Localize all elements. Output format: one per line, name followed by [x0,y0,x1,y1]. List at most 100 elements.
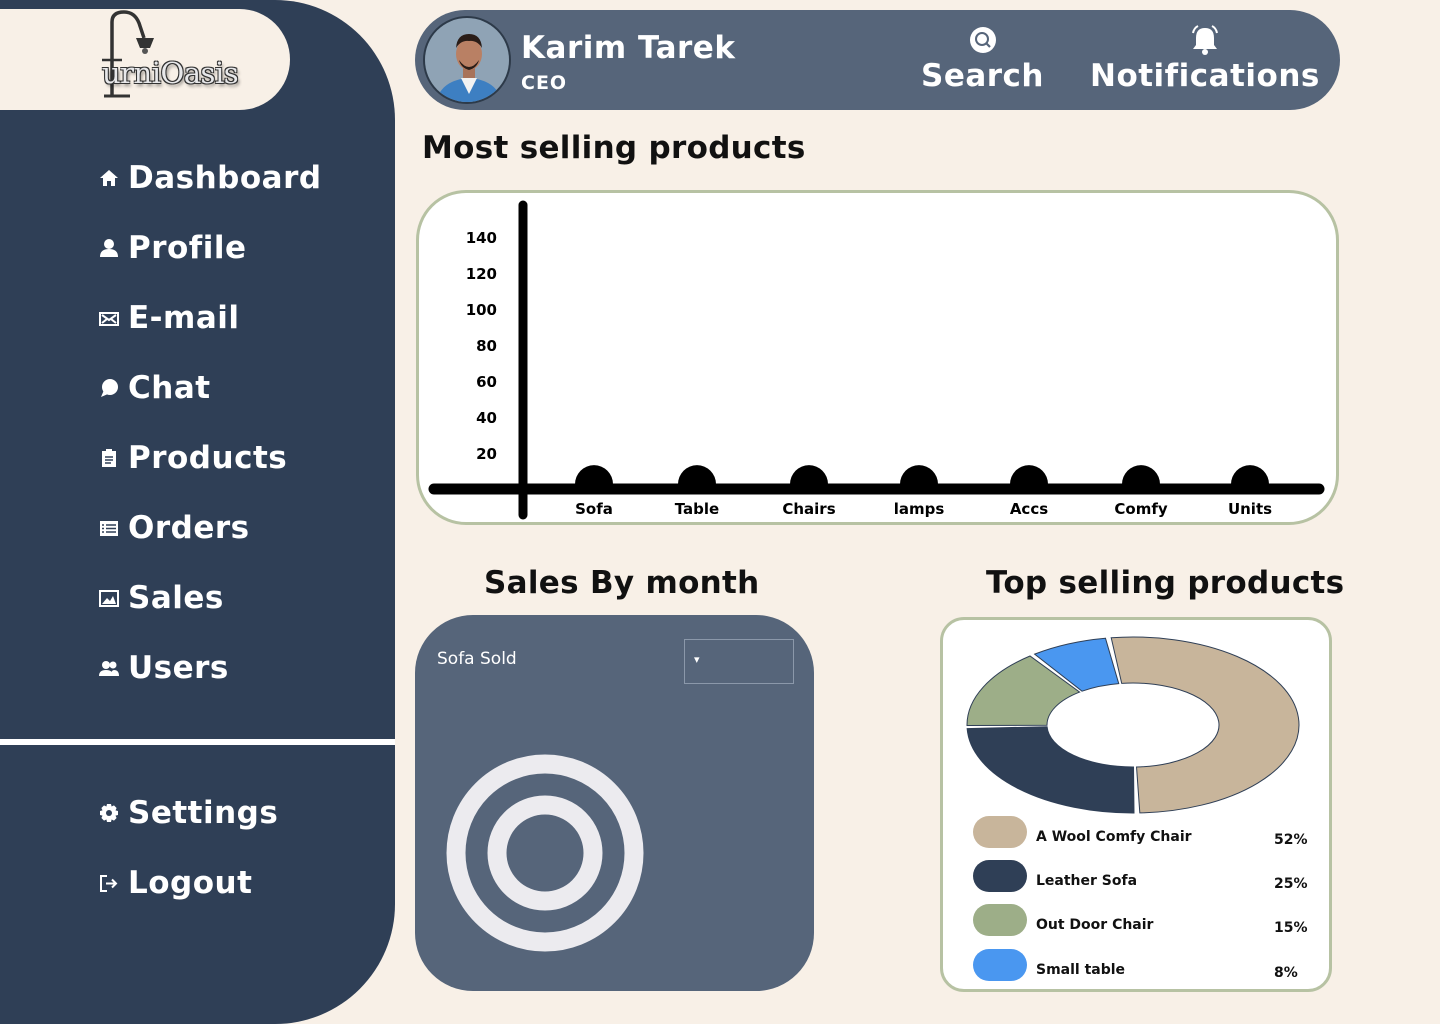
users-icon [98,657,120,679]
y-tick-label: 80 [476,337,497,355]
mail-icon [98,307,120,329]
legend-value: 52% [1274,832,1308,848]
x-tick-label: Sofa [575,500,613,518]
clipboard-icon [98,447,120,469]
sidebar-item-label: Logout [128,865,253,901]
bar[interactable] [790,465,828,489]
legend-swatch [973,860,1027,892]
y-tick-label: 20 [476,445,497,463]
donut-slice[interactable] [966,655,1081,727]
sidebar-item-profile[interactable]: Profile [98,226,247,270]
sidebar: urniOasis Dashboard Profile E-mail Chat … [0,0,395,1024]
chat-icon [98,377,120,399]
sidebar-item-label: Products [128,440,288,476]
sidebar-item-logout[interactable]: Logout [98,861,252,905]
bar[interactable] [1231,465,1269,489]
donut-slice[interactable] [1033,637,1120,692]
search-button[interactable]: Search [921,24,1044,94]
sidebar-item-email[interactable]: E-mail [98,296,240,340]
sidebar-item-orders[interactable]: Orders [98,506,250,550]
legend-label: Small table [1036,962,1126,978]
legend-swatch [973,904,1027,936]
sidebar-item-chat[interactable]: Chat [98,366,211,410]
most-selling-bar-chart: 20 40 60 80 100 120 140 Sofa Table Chairs lamps Acc… [428,200,1325,520]
sidebar-item-dashboard[interactable]: Dashboard [98,156,322,200]
search-icon [969,27,996,53]
donut-slice[interactable] [1110,636,1300,814]
legend-item: A Wool Comfy Chair 52% [973,816,1313,848]
top-selling-chart-card: A Wool Comfy Chair 52% Leather Sofa 25% … [940,617,1332,992]
sidebar-item-sales[interactable]: Sales [98,576,224,620]
legend-swatch [973,816,1027,848]
lamp-logo-icon [102,10,154,98]
x-tick-label: Units [1228,500,1272,518]
legend-value: 8% [1274,965,1298,981]
notifications-label: Notifications [1090,58,1320,94]
x-tick-label: Chairs [782,500,835,518]
user-icon [98,237,120,259]
legend-value: 25% [1274,876,1308,892]
brand-name: urniOasis [102,56,239,90]
legend-label: A Wool Comfy Chair [1036,829,1192,845]
sidebar-item-label: Orders [128,510,250,546]
bar[interactable] [1010,465,1048,489]
bar[interactable] [575,465,613,489]
x-tick-label: Table [675,500,719,518]
avatar-photo-icon [425,18,509,102]
list-icon [98,517,120,539]
y-tick-label: 40 [476,409,497,427]
brand-logo[interactable]: urniOasis [100,8,280,103]
user-name: Karim Tarek [521,30,736,66]
notifications-button[interactable]: Notifications [1090,24,1320,94]
legend-label: Out Door Chair [1036,917,1154,933]
x-tick-label: Accs [1010,500,1048,518]
legend-item: Small table 8% [973,949,1313,981]
logo-container [0,9,290,110]
avatar[interactable] [423,16,511,104]
top-selling-donut-chart [966,636,1300,814]
sidebar-item-label: E-mail [128,300,240,336]
sales-metric-label: Sofa Sold [437,649,517,669]
legend-swatch [973,949,1027,981]
sidebar-item-settings[interactable]: Settings [98,791,278,835]
x-tick-label: lamps [894,500,945,518]
legend-label: Leather Sofa [1036,873,1138,889]
sidebar-item-products[interactable]: Products [98,436,287,480]
most-selling-title: Most selling products [422,130,806,166]
image-icon [98,587,120,609]
sidebar-item-label: Sales [128,580,224,616]
home-icon [98,167,120,189]
bell-icon [1191,25,1218,55]
top-header: Karim Tarek CEO Search Notifications [415,10,1340,110]
y-tick-label: 120 [466,265,497,283]
legend-value: 15% [1274,920,1308,936]
sales-rings-graphic [446,754,644,952]
y-tick-label: 60 [476,373,497,391]
x-tick-label: Comfy [1114,500,1167,518]
bar[interactable] [1122,465,1160,489]
legend-item: Out Door Chair 15% [973,904,1313,936]
y-tick-label: 140 [466,229,497,247]
sales-by-month-title: Sales By month [484,565,760,601]
chevron-down-icon: ▾ [694,653,700,666]
most-selling-chart-card: 20 40 60 80 100 120 140 Sofa Table Chairs lamps Acc… [416,190,1339,525]
user-role: CEO [521,72,568,94]
sales-by-month-card: Sofa Sold ▾ [415,615,814,991]
sidebar-item-label: Users [128,650,229,686]
bar[interactable] [900,465,938,489]
sidebar-item-label: Chat [128,370,211,406]
sidebar-item-users[interactable]: Users [98,646,229,690]
legend-item: Leather Sofa 25% [973,860,1313,892]
sidebar-item-label: Profile [128,230,247,266]
search-label: Search [921,58,1045,94]
month-select[interactable]: ▾ [684,639,794,684]
donut-slice[interactable] [966,726,1135,814]
gear-icon [98,802,120,824]
sidebar-divider [0,739,395,745]
sidebar-item-label: Dashboard [128,160,322,196]
bar[interactable] [678,465,716,489]
sidebar-item-label: Settings [128,795,279,831]
y-tick-label: 100 [466,301,497,319]
top-selling-title: Top selling products [986,565,1345,601]
logout-icon [98,872,120,894]
